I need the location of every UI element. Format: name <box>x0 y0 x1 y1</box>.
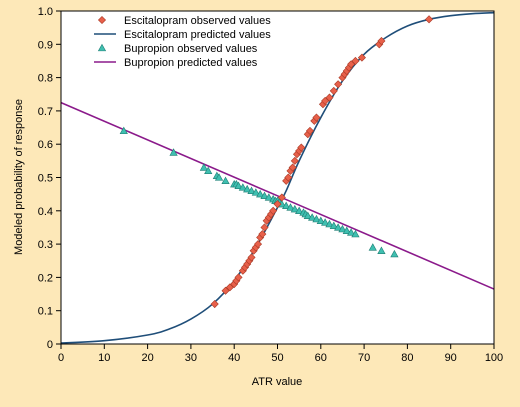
x-tick-label: 60 <box>315 352 327 364</box>
y-tick-label: 0.3 <box>38 239 53 251</box>
x-tick-label: 30 <box>185 352 197 364</box>
escitalopram-observed-point <box>321 96 330 105</box>
bupropion-observed-point <box>199 163 208 171</box>
y-tick-label: 0.8 <box>38 73 53 85</box>
legend-label: Bupropion predicted values <box>124 57 258 69</box>
y-tick-label: 0.2 <box>38 272 53 284</box>
y-tick-label: 0 <box>47 339 53 351</box>
escitalopram-observed-point <box>225 283 234 292</box>
bupropion-observed-point <box>377 246 386 254</box>
bupropion-observed-point <box>251 188 260 196</box>
bupropion-observed-point <box>204 166 213 175</box>
bupropion-observed-point <box>214 173 224 181</box>
y-tick-label: 0.1 <box>38 306 53 318</box>
y-tick-label: 0.6 <box>38 139 53 151</box>
bupropion-observed-point <box>316 216 325 224</box>
plot-background <box>61 11 494 344</box>
bupropion-observed-point <box>264 193 273 201</box>
bupropion-observed-point <box>234 181 243 190</box>
escitalopram-observed-point <box>351 56 360 65</box>
escitalopram-observed-point <box>357 53 366 62</box>
escitalopram-observed-point <box>288 163 297 172</box>
bupropion-observed-point <box>238 183 247 191</box>
escitalopram-observed-point <box>247 253 256 262</box>
escitalopram-observed-point <box>297 143 306 152</box>
bupropion-observed-point <box>169 148 178 156</box>
y-tick-label: 0.4 <box>38 206 53 218</box>
escitalopram-observed-point <box>377 36 386 45</box>
escitalopram-observed-point <box>305 126 314 135</box>
escitalopram-observed-point <box>325 93 334 102</box>
bupropion-observed-point <box>342 226 351 234</box>
bupropion-observed-point <box>295 206 304 214</box>
bupropion-observed-point <box>351 229 360 238</box>
y-axis-ticks: 0 0.1 0.2 0.3 0.4 0.5 0.6 0.7 0.8 0.9 1.0 <box>38 6 61 351</box>
bupropion-observed-point <box>221 176 230 185</box>
bupropion-observed-point <box>325 219 334 228</box>
escitalopram-observed-point <box>269 206 278 215</box>
bupropion-observed-point <box>334 223 343 231</box>
escitalopram-observed-point <box>284 173 293 182</box>
y-tick-label: 0.7 <box>38 106 53 118</box>
bupropion-observed-point <box>256 189 265 198</box>
escitalopram-observed-point <box>347 60 356 69</box>
x-tick-label: 20 <box>141 352 153 364</box>
bupropion-observed-point <box>312 214 321 223</box>
escitalopram-observed-point <box>329 86 338 95</box>
bupropion-observed-point <box>321 218 330 226</box>
bupropion-observed-point <box>368 243 377 251</box>
escitalopram-observed-point <box>258 230 267 239</box>
bupropion-observed-point <box>338 224 347 233</box>
bupropion-observed-point <box>290 204 299 213</box>
bupropion-observed-point <box>243 184 252 193</box>
x-tick-label: 80 <box>401 352 413 364</box>
y-tick-label: 0.5 <box>38 173 53 185</box>
escitalopram-observed-point <box>253 240 263 249</box>
escitalopram-observed-point <box>234 273 243 282</box>
escitalopram-observed-point <box>260 223 269 232</box>
escitalopram-observed-point <box>334 80 343 89</box>
legend: Escitalopram observed values Escitalopram… <box>94 15 271 69</box>
x-axis-title: ATR value <box>252 376 303 388</box>
bupropion-observed-point <box>308 213 317 221</box>
escitalopram-observed-point <box>210 300 219 309</box>
bupropion-observed-point <box>303 211 312 219</box>
y-tick-label: 1.0 <box>38 6 53 18</box>
bupropion-observed-point <box>282 201 291 209</box>
bupropion-observed-point <box>390 249 399 258</box>
escitalopram-observed-point <box>290 156 299 165</box>
bupropion-observed-point <box>247 186 256 194</box>
legend-bupropion-observed-marker <box>97 43 107 52</box>
bupropion-predicted-line <box>60 101 495 290</box>
bupropion-observed-point <box>329 221 338 229</box>
escitalopram-observed-point <box>312 113 321 122</box>
x-tick-label: 50 <box>271 352 283 364</box>
x-tick-label: 100 <box>485 352 503 364</box>
series-markers <box>119 15 434 309</box>
legend-escitalopram-observed-marker <box>97 15 107 25</box>
escitalopram-observed-point <box>277 193 286 202</box>
x-tick-label: 70 <box>358 352 370 364</box>
bupropion-observed-point <box>347 228 356 236</box>
bupropion-observed-point <box>260 191 269 199</box>
x-tick-label: 90 <box>445 352 457 364</box>
legend-label: Bupropion observed values <box>124 43 258 55</box>
escitalopram-observed-point <box>273 200 282 209</box>
legend-label: Escitalopram predicted values <box>124 29 271 41</box>
x-axis-ticks: 0 10 20 30 40 50 60 70 80 90 100 <box>58 344 503 364</box>
y-tick-label: 0.9 <box>38 39 53 51</box>
escitalopram-observed-point <box>425 15 434 24</box>
x-tick-label: 0 <box>58 352 64 364</box>
y-axis-title: Modeled probability of response <box>13 99 25 255</box>
escitalopram-observed-point <box>221 286 230 295</box>
bupropion-observed-point <box>119 126 128 135</box>
bupropion-observed-point <box>286 203 295 211</box>
x-tick-label: 40 <box>228 352 240 364</box>
x-tick-label: 10 <box>98 352 110 364</box>
legend-label: Escitalopram observed values <box>124 15 271 27</box>
